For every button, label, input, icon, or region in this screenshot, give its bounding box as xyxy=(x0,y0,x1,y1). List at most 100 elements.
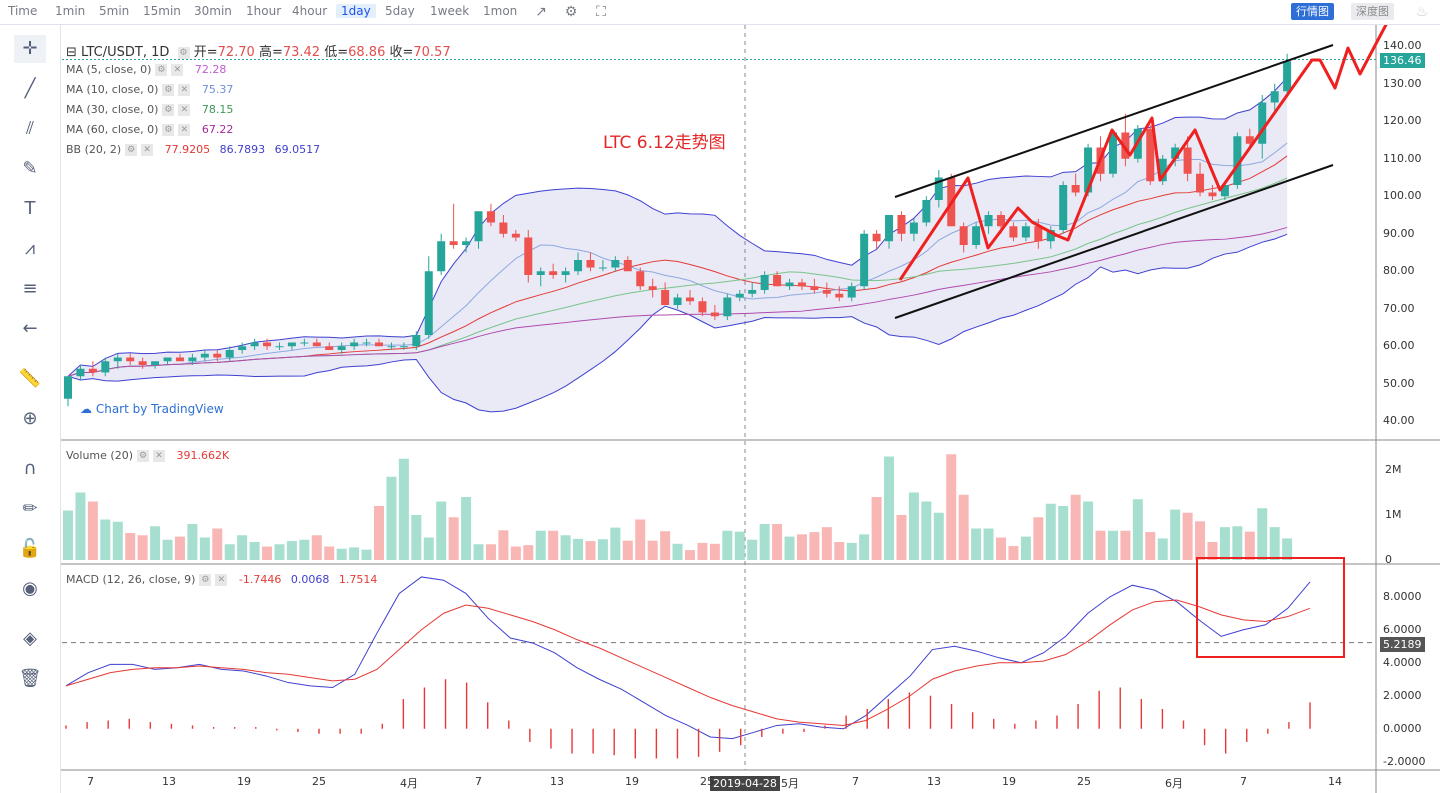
gear-icon[interactable]: ⚙ xyxy=(125,144,138,156)
candle-body xyxy=(175,357,184,362)
gear-icon[interactable]: ⚙ xyxy=(137,450,149,462)
candle-body xyxy=(785,282,794,287)
pattern-icon[interactable]: ⩘ xyxy=(24,238,36,259)
prediction-icon[interactable]: ≡ xyxy=(22,278,38,299)
close-icon[interactable]: ✕ xyxy=(178,84,191,96)
timeframe-5day[interactable]: 5day xyxy=(385,4,415,18)
flame-icon: ♨ xyxy=(1415,4,1429,20)
chart-type-icon[interactable]: ↗ xyxy=(535,4,547,20)
magnet-icon[interactable]: ∩ xyxy=(23,458,37,479)
candle-body xyxy=(188,357,197,362)
volume-bar xyxy=(374,506,384,560)
close-icon[interactable]: ✕ xyxy=(215,574,228,586)
trendline-icon[interactable]: ╱ xyxy=(24,78,36,99)
price-axis-label: 130.00 xyxy=(1383,76,1422,90)
candle-body xyxy=(511,233,520,238)
volume-bar xyxy=(1045,503,1056,560)
gear-icon[interactable]: ⚙ xyxy=(199,574,212,586)
candle-body xyxy=(462,241,471,245)
candle-body xyxy=(88,368,97,373)
fullscreen-icon[interactable]: ⛶ xyxy=(596,4,606,20)
candle-body xyxy=(773,275,782,287)
volume-bar xyxy=(1020,536,1031,560)
candle-body xyxy=(611,260,620,268)
candle-body xyxy=(586,260,595,268)
depth-view-button[interactable]: 深度图 xyxy=(1351,3,1394,20)
timeframe-time[interactable]: Time xyxy=(8,4,38,18)
volume-bar xyxy=(1282,538,1293,560)
date-axis-label: 19 xyxy=(1002,775,1016,788)
settings-icon[interactable]: ⚙ xyxy=(564,4,578,20)
candle-body xyxy=(760,275,769,290)
back-arrow-icon[interactable]: ← xyxy=(22,318,38,339)
volume-bar xyxy=(672,543,683,560)
volume-bar xyxy=(722,530,733,560)
volume-bar xyxy=(498,530,509,560)
candle-body xyxy=(300,342,309,344)
candle-body xyxy=(885,215,894,242)
zoom-icon[interactable]: ⊕ xyxy=(22,408,38,429)
close-icon[interactable]: ✕ xyxy=(178,124,191,136)
brush-icon[interactable]: ✎ xyxy=(22,158,38,179)
candle-body xyxy=(250,342,259,347)
gear-icon[interactable]: ⚙ xyxy=(155,64,168,76)
bb-value-3: 69.0517 xyxy=(274,143,321,156)
eye-icon[interactable]: ◉ xyxy=(22,578,38,599)
ma30-label: MA (30, close, 0) xyxy=(66,103,159,116)
candle-body xyxy=(399,346,408,348)
volume-bar xyxy=(971,528,982,560)
timeframe-1week[interactable]: 1week xyxy=(430,4,470,18)
candle-body xyxy=(1059,185,1068,230)
timeframe-30min[interactable]: 30min xyxy=(194,4,232,18)
tradingview-watermark: ☁ Chart by TradingView xyxy=(80,402,224,416)
ma10-line xyxy=(67,142,1288,377)
close-icon[interactable]: ✕ xyxy=(153,450,165,462)
volume-bar xyxy=(573,538,584,560)
timeframe-4hour[interactable]: 4hour xyxy=(292,4,328,18)
candle-body xyxy=(151,361,160,365)
candle-body xyxy=(1084,147,1093,193)
close-icon[interactable]: ✕ xyxy=(141,144,154,156)
candle-body xyxy=(661,290,670,305)
crosshair-icon[interactable]: ✛ xyxy=(14,35,46,63)
candle-body xyxy=(524,237,533,275)
trend-zigzag-arrow xyxy=(898,1,1400,281)
volume-bar xyxy=(896,515,907,560)
gear-icon[interactable]: ⚙ xyxy=(162,124,175,136)
macd-axis-label: 2.0000 xyxy=(1383,688,1422,702)
layers-icon[interactable]: ◈ xyxy=(23,628,37,649)
timeframe-15min[interactable]: 15min xyxy=(143,4,181,18)
chart-view-button[interactable]: 行情图 xyxy=(1291,3,1334,20)
date-axis-label: 13 xyxy=(162,775,176,788)
price-axis-label: 60.00 xyxy=(1383,339,1415,353)
ruler-icon[interactable]: 📏 xyxy=(18,368,42,389)
candle-body xyxy=(710,312,719,317)
volume-bar xyxy=(796,534,807,560)
timeframe-1day[interactable]: 1day xyxy=(336,4,376,18)
timeframe-1hour[interactable]: 1hour xyxy=(246,4,282,18)
unlock-icon[interactable]: 🔓 xyxy=(18,538,42,559)
timeframe-5min[interactable]: 5min xyxy=(99,4,130,18)
lock-drawing-icon[interactable]: ✏ xyxy=(22,498,38,519)
gear-icon[interactable]: ⚙ xyxy=(177,46,190,59)
gear-icon[interactable]: ⚙ xyxy=(162,84,175,96)
close-icon[interactable]: ✕ xyxy=(171,64,184,76)
volume-bar xyxy=(660,531,671,560)
volume-bar xyxy=(996,537,1006,560)
timeframe-1mon[interactable]: 1mon xyxy=(483,4,518,18)
gear-icon[interactable]: ⚙ xyxy=(162,104,175,116)
macd-axis-label: 0.0000 xyxy=(1383,721,1422,735)
volume-bar xyxy=(871,497,882,560)
trash-icon[interactable]: 🗑 xyxy=(18,668,42,689)
text-icon[interactable]: T xyxy=(24,198,36,219)
date-axis-label: 4月 xyxy=(400,777,418,790)
candle-body xyxy=(499,222,508,234)
timeframe-1min[interactable]: 1min xyxy=(55,4,86,18)
volume-bar xyxy=(1070,494,1081,560)
candle-body xyxy=(1183,147,1192,174)
fib-icon[interactable]: ⫽ xyxy=(25,118,35,139)
close-icon[interactable]: ✕ xyxy=(178,104,191,116)
candle-body xyxy=(686,297,694,302)
candle-body xyxy=(225,350,234,358)
collapse-icon[interactable]: ⊟ xyxy=(66,45,77,60)
